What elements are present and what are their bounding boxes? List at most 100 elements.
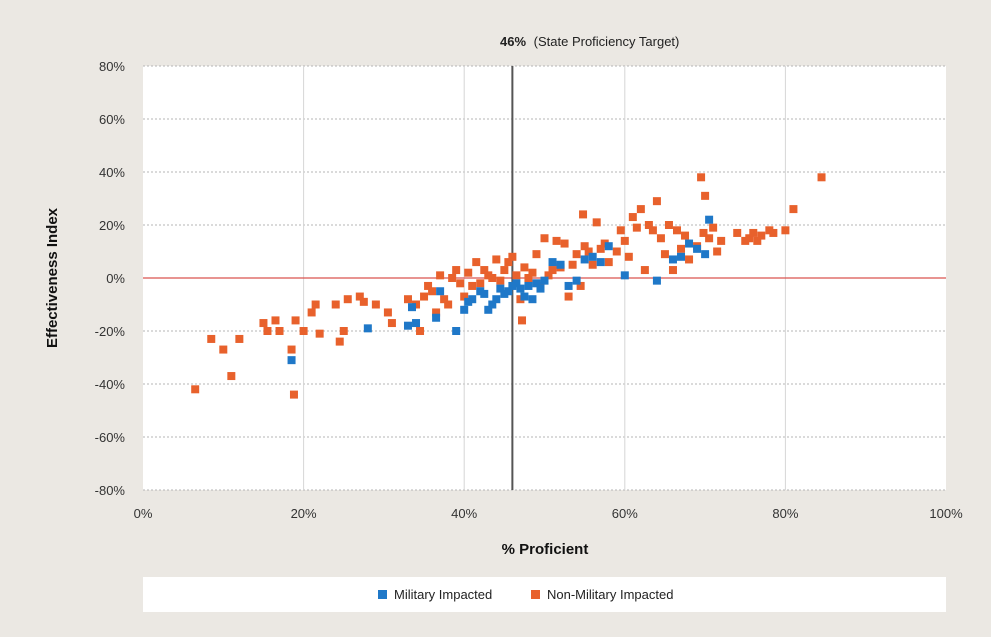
target-label-text: (State Proficiency Target) (534, 34, 680, 49)
data-point (460, 305, 469, 314)
data-point (548, 258, 557, 267)
data-point (488, 274, 497, 282)
data-point (781, 226, 790, 235)
data-point (444, 300, 453, 309)
data-point (668, 255, 677, 264)
data-point (424, 281, 433, 290)
data-point (363, 324, 372, 333)
data-point (588, 260, 597, 269)
data-point (343, 295, 352, 304)
data-point (789, 205, 798, 214)
data-point (572, 250, 581, 259)
data-point (672, 226, 681, 235)
data-point (616, 226, 625, 235)
data-point (753, 236, 762, 245)
data-point (624, 252, 633, 261)
x-axis-ticks: 0% 20% 40% 60% 80% 100% (134, 506, 963, 521)
series-non-military (191, 173, 826, 399)
data-point (289, 390, 298, 399)
data-point (556, 260, 565, 269)
y-tick-label: 40% (99, 165, 125, 180)
data-point (652, 276, 661, 285)
data-point (656, 234, 665, 243)
data-point (518, 316, 527, 325)
data-point (335, 337, 344, 346)
data-point (520, 292, 529, 301)
legend-swatch (378, 590, 387, 599)
data-point (299, 327, 308, 335)
data-point (532, 279, 541, 288)
data-point (620, 271, 629, 280)
data-point (733, 228, 742, 237)
data-point (275, 327, 284, 335)
data-point (311, 300, 320, 309)
data-point (588, 252, 597, 261)
data-point (709, 223, 718, 232)
data-point (516, 284, 525, 293)
data-point (468, 281, 477, 290)
data-point (640, 266, 649, 275)
data-point (452, 266, 461, 275)
data-point (484, 271, 493, 280)
y-tick-label: -60% (95, 430, 126, 445)
data-point (681, 231, 690, 240)
y-axis-ticks: 80% 60% 40% 20% 0% -20% -40% -60% -80% (95, 59, 126, 498)
data-point (596, 244, 605, 253)
data-point (287, 356, 296, 365)
data-point (697, 173, 706, 182)
data-point (207, 334, 216, 343)
data-point (713, 247, 722, 256)
legend-label: Non-Military Impacted (547, 587, 673, 602)
data-point (612, 247, 621, 256)
data-point (660, 250, 669, 259)
data-point (664, 221, 673, 229)
data-point (508, 281, 517, 290)
data-point (560, 239, 569, 248)
y-axis-title: Effectiveness Index (44, 207, 61, 348)
data-point (464, 297, 473, 306)
data-point (412, 319, 421, 328)
data-point (476, 287, 485, 296)
data-point (416, 327, 425, 335)
data-point (705, 215, 714, 224)
legend: Military Impacted Non-Military Impacted (378, 587, 673, 602)
y-tick-label: 20% (99, 218, 125, 233)
data-point (227, 372, 236, 381)
data-point (500, 289, 509, 298)
data-point (287, 345, 296, 354)
data-point (271, 316, 280, 325)
data-point (536, 284, 545, 293)
data-point (741, 236, 750, 245)
data-point (516, 295, 525, 304)
data-point (628, 213, 637, 222)
data-point (440, 295, 449, 304)
data-point (620, 236, 629, 245)
y-tick-label: 0% (106, 271, 125, 286)
data-point (604, 258, 613, 267)
data-point (572, 276, 581, 285)
data-point (632, 223, 641, 232)
data-point (263, 327, 272, 335)
data-point (699, 228, 708, 237)
data-point (496, 276, 505, 285)
y-tick-label: -20% (95, 324, 126, 339)
data-point (564, 281, 573, 290)
data-point (436, 287, 445, 296)
data-point (359, 297, 368, 306)
data-point (432, 313, 441, 322)
data-point (524, 281, 533, 290)
data-point (528, 295, 537, 304)
y-tick-label: -80% (95, 483, 126, 498)
data-point (636, 205, 645, 214)
x-tick-label: 0% (134, 506, 153, 521)
data-point (552, 236, 561, 245)
legend-label: Military Impacted (394, 587, 492, 602)
data-point (705, 234, 714, 243)
data-point (579, 210, 588, 219)
data-point (371, 300, 380, 309)
data-point (576, 281, 585, 290)
data-point (307, 308, 316, 317)
series-military (287, 215, 714, 365)
